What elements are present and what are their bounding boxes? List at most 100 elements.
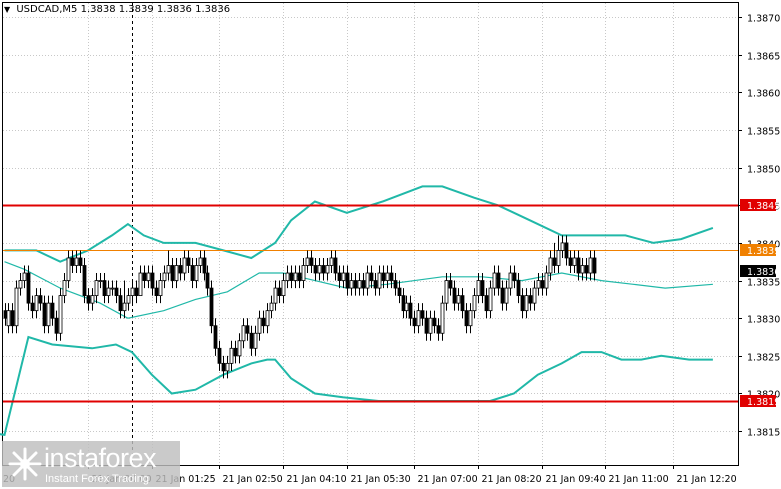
candle-body — [293, 272, 298, 281]
candle-body — [221, 362, 226, 372]
candle-body — [70, 257, 75, 266]
candle-body — [190, 265, 195, 281]
candle-body — [309, 257, 314, 266]
candle-body — [146, 272, 151, 281]
candle-body — [432, 317, 437, 327]
candle-body — [460, 295, 465, 312]
candle-body — [424, 317, 429, 334]
candle-body — [377, 272, 382, 289]
last-price-price-label-box — [740, 265, 776, 277]
resistance-price-label: 1.3845 — [747, 201, 780, 212]
candle-body — [114, 287, 119, 297]
candle-body — [385, 272, 390, 281]
candle-body — [186, 257, 191, 266]
candle-body — [174, 265, 179, 281]
candle-body — [393, 280, 398, 289]
candle-body — [468, 310, 473, 327]
bollinger-middle-band — [4, 261, 713, 319]
candle-body — [349, 280, 354, 289]
candle-body — [269, 302, 274, 312]
candle-body — [381, 272, 386, 281]
candle-body — [257, 317, 262, 334]
candle-body — [297, 272, 302, 281]
candle-body — [588, 257, 593, 274]
y-tick-label: 1.3870 — [747, 14, 780, 25]
candle-body — [488, 287, 493, 312]
candle-body — [38, 295, 43, 304]
candle-body — [512, 272, 517, 281]
candle-body — [564, 242, 569, 259]
candle-body — [122, 302, 127, 312]
candle-body — [404, 302, 409, 312]
x-tick-label: 21 Jan 02:50 — [223, 474, 283, 485]
candle-body — [217, 347, 222, 364]
candle-body — [166, 265, 171, 274]
candle-body — [130, 287, 135, 297]
candle-body — [106, 287, 111, 297]
candle-body — [544, 272, 549, 289]
candle-body — [154, 287, 159, 297]
collapse-triangle-icon[interactable]: ▼ — [4, 5, 11, 14]
instaforex-logo: instaforex Instant Forex Trading — [2, 441, 180, 487]
candle-body — [42, 302, 47, 327]
symbol-header: ▼ USDCAD,M5 1.3838 1.3839 1.3836 1.3836 — [4, 4, 230, 15]
candle-body — [90, 295, 95, 304]
candle-body — [416, 310, 421, 327]
candle-body — [584, 265, 589, 274]
y-tick-label: 1.3850 — [747, 165, 780, 176]
candle-body — [492, 272, 497, 289]
candle-body — [6, 310, 11, 327]
candle-body — [568, 257, 573, 266]
candle-body — [361, 280, 366, 289]
candle-body — [98, 280, 103, 282]
candle-body — [94, 280, 99, 297]
candle-body — [540, 280, 545, 289]
logo-brand: instaforex — [44, 443, 157, 473]
plot-frame — [2, 2, 739, 466]
candle-body — [245, 325, 250, 334]
candle-body — [508, 272, 513, 289]
candle-body — [102, 280, 107, 297]
candle-body — [345, 272, 350, 289]
candle-body — [317, 265, 322, 274]
candle-body — [313, 265, 318, 274]
candle-body — [536, 280, 541, 289]
candle-body — [325, 265, 330, 274]
candle-body — [408, 302, 413, 319]
candle-body — [162, 272, 167, 281]
current-bid-price-label: 1.3839 — [747, 246, 780, 257]
candle-body — [202, 257, 207, 274]
candle-body — [420, 310, 425, 319]
x-tick-label: 21 Jan 11:00 — [609, 474, 669, 485]
candle-body — [82, 265, 87, 297]
candle-body — [397, 287, 402, 297]
candle-body — [138, 272, 143, 297]
candle-body — [321, 265, 326, 274]
y-tick-label: 1.3835 — [747, 278, 780, 289]
x-tick-label: 21 Jan 05:30 — [351, 474, 411, 485]
candle-body — [480, 280, 485, 297]
candle-body — [3, 310, 8, 319]
x-tick-label: 21 Jan 08:20 — [482, 474, 542, 485]
candle-body — [552, 257, 557, 266]
candle-body — [484, 295, 489, 312]
candle-body — [305, 257, 310, 266]
candle-body — [329, 257, 334, 266]
logo-tagline: Instant Forex Trading — [45, 473, 149, 485]
candle-body — [301, 265, 306, 281]
candle-body — [209, 287, 214, 327]
candle-body — [50, 302, 55, 319]
candle-body — [86, 295, 91, 304]
symbol-timeframe: USDCAD,M5 — [16, 4, 78, 15]
instaforex-emblem-icon — [8, 447, 42, 481]
bollinger-lower-band — [0, 335, 713, 437]
candle-body — [277, 287, 282, 297]
candle-body — [548, 257, 553, 274]
candle-body — [273, 287, 278, 304]
candle-body — [373, 280, 378, 289]
candle-body — [18, 280, 23, 289]
candle-body — [496, 272, 501, 289]
candle-body — [472, 295, 477, 312]
candle-body — [580, 265, 585, 274]
